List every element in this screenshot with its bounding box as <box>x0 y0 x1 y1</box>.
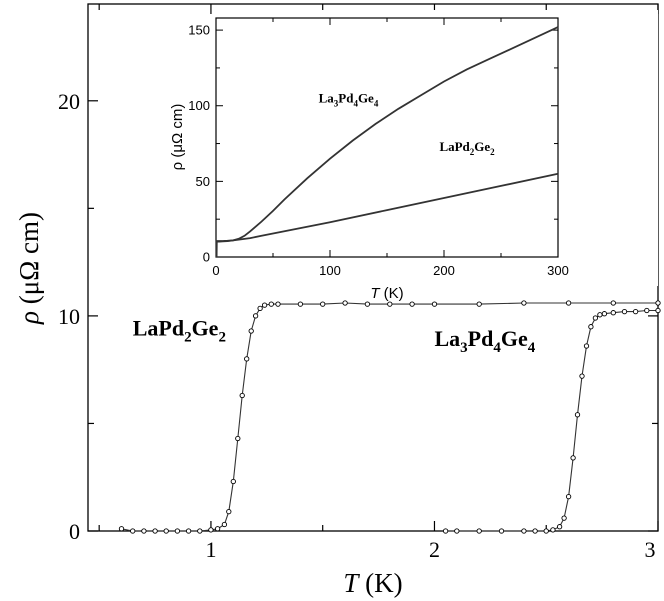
main-x-tick-label: 3 <box>645 537 656 562</box>
main-data-point <box>521 300 527 306</box>
main-data-point <box>644 307 650 314</box>
main-data-point <box>476 528 482 534</box>
main-data-point <box>268 301 274 307</box>
main-data-point <box>597 312 603 318</box>
main-label-la3pd4ge4: La3Pd4Ge4 <box>434 326 535 356</box>
main-data-point <box>632 308 639 315</box>
main-data-point <box>248 328 254 334</box>
main-data-point <box>521 528 527 534</box>
main-data-point <box>130 528 136 534</box>
main-series-line <box>121 302 658 532</box>
main-data-point <box>244 356 250 362</box>
main-data-point <box>185 528 192 534</box>
main-data-point <box>252 313 259 319</box>
main-axis-ticks: 1 2 3 0 10 20 <box>58 4 659 562</box>
main-data-point <box>601 311 608 317</box>
main-x-axis-label: T (K) <box>343 568 402 598</box>
main-data-point <box>230 478 236 485</box>
main-data-point <box>221 521 228 528</box>
main-data-point <box>655 300 661 306</box>
main-data-point <box>174 528 181 534</box>
inset-series-line <box>215 172 559 258</box>
main-data-point <box>275 301 281 307</box>
inset-plot: 0 100 200 300 0 50 100 150 La3Pd4Ge4 LaPd2Ge2 T… <box>169 10 658 302</box>
main-x-tick-label: 2 <box>429 537 440 562</box>
main-data-point <box>610 310 616 316</box>
main-data-point <box>454 528 460 534</box>
main-data-point <box>610 300 616 306</box>
main-data-point <box>532 528 538 534</box>
main-series-la3pd4ge4 <box>442 307 661 534</box>
main-y-tick-label: 10 <box>58 304 80 329</box>
main-data-point <box>561 515 567 521</box>
inset-x-tick-label: 100 <box>319 263 341 278</box>
main-data-point <box>208 527 214 533</box>
main-data-point <box>565 300 572 306</box>
inset-background <box>212 10 658 286</box>
main-data-point <box>621 308 628 315</box>
main-data-point <box>579 373 585 379</box>
main-series-lapd2ge2 <box>118 300 661 534</box>
main-data-point <box>239 392 245 399</box>
main-data-point <box>550 527 556 533</box>
main-data-point <box>476 301 482 307</box>
inset-y-tick-label: 50 <box>196 174 210 189</box>
main-data-point <box>364 301 371 307</box>
main-data-point <box>297 301 304 307</box>
inset-y-tick-label: 150 <box>188 23 210 38</box>
main-data-point <box>574 412 581 418</box>
main-data-point <box>387 301 393 307</box>
main-data-point <box>570 455 576 461</box>
main-data-point <box>152 528 158 534</box>
inset-x-axis-label: T (K) <box>370 285 403 302</box>
main-data-point <box>320 301 326 307</box>
inset-y-axis-label: ρ (μΩ cm) <box>169 104 186 171</box>
main-data-point <box>235 435 241 442</box>
inset-axis-ticks: 0 100 200 300 0 50 100 150 <box>188 18 569 278</box>
main-data-point <box>163 528 169 534</box>
inset-y-tick-label: 0 <box>203 250 210 265</box>
main-data-point <box>226 508 232 515</box>
main-y-tick-label: 0 <box>69 519 80 544</box>
main-label-lapd2ge2: LaPd2Ge2 <box>133 315 226 345</box>
main-data-point <box>197 528 203 534</box>
main-data-point <box>214 526 221 532</box>
inset-x-tick-label: 0 <box>212 263 219 278</box>
main-data-point <box>556 524 563 530</box>
main-data-point <box>583 343 590 349</box>
main-data-point <box>342 300 348 306</box>
main-y-tick-label: 20 <box>58 89 80 114</box>
main-data-point <box>141 528 147 534</box>
inset-label-lapd2ge2: LaPd2Ge2 <box>439 139 495 157</box>
inset-x-tick-label: 300 <box>547 263 569 278</box>
main-data-point <box>257 305 263 312</box>
main-data-point <box>655 307 661 314</box>
main-data-point <box>431 301 438 307</box>
inset-label-la3pd4ge4: La3Pd4Ge4 <box>319 91 379 109</box>
main-data-point <box>261 302 268 308</box>
main-data-point <box>592 315 599 321</box>
main-data-point <box>442 528 449 534</box>
inset-series-lapd2ge2 <box>215 172 559 258</box>
main-y-axis-label: ρ (μΩ cm) <box>14 212 44 325</box>
main-data-point <box>588 324 594 330</box>
main-data-point <box>409 301 415 307</box>
inset-x-tick-label: 200 <box>433 263 455 278</box>
main-data-point <box>565 493 572 500</box>
inset-y-tick-label: 100 <box>188 98 210 113</box>
main-data-point <box>118 526 125 532</box>
main-data-point <box>543 528 549 534</box>
main-plot: 1 2 3 0 10 20 LaPd2Ge2 La3Pd4Ge4 T (K) ρ (μΩ … <box>14 3 661 598</box>
main-x-tick-label: 1 <box>205 537 216 562</box>
main-data-point <box>498 528 505 534</box>
